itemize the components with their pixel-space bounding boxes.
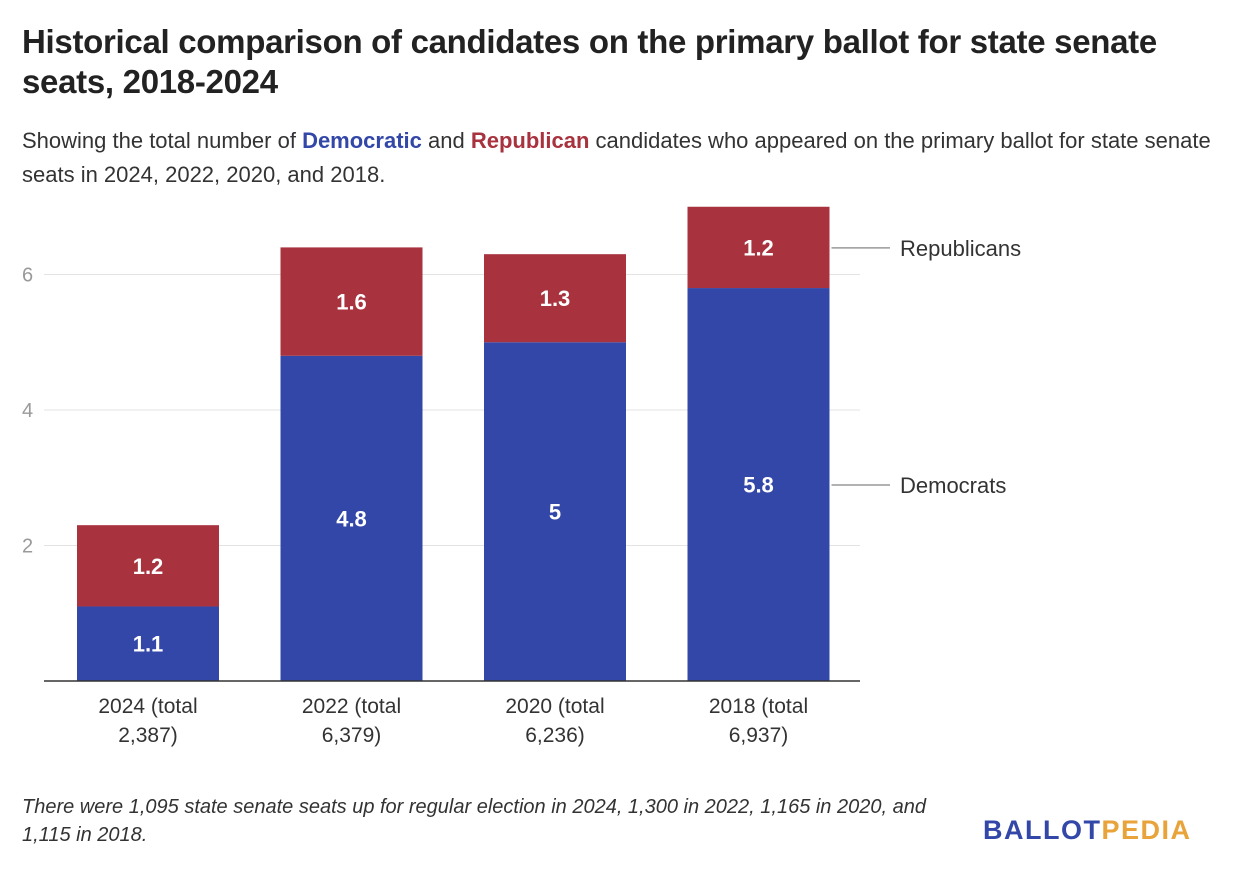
logo-part-pedia: PEDIA [1101,815,1192,845]
bar-democrats-2 [484,342,626,681]
legend-label-democrats: Democrats [900,473,1006,498]
bar-republicans-2 [484,254,626,343]
x-tick-label-line: 2,387) [118,724,178,747]
value-label-republicans-0: 1.2 [133,554,164,579]
bars [77,206,830,681]
bar-democrats-0 [77,606,219,681]
legend-label-republicans: Republicans [900,236,1021,261]
x-tick-label-line: 2024 (total [98,695,197,718]
bar-democrats-3 [687,288,830,681]
y-tick-label-4: 4 [22,400,33,422]
x-tick-label-0: 2024 (total 2,387) [98,695,197,747]
value-labels: 1.1 1.2 4.8 1.6 5 1.3 5.8 1.2 [133,235,774,656]
x-tick-label-line: 6,236) [525,724,585,747]
y-tick-label-2: 2 [22,536,33,558]
x-tick-label-3: 2018 (total 6,937) [709,695,808,747]
value-label-republicans-3: 1.2 [743,235,774,260]
x-tick-label-line: 2020 (total [505,695,604,718]
bar-democrats-1 [280,355,423,681]
value-label-democrats-1: 4.8 [336,506,367,531]
bar-republicans-0 [77,525,219,607]
x-tick-label-line: 6,937) [729,724,789,747]
x-axis: 2024 (total 2,387) 2022 (total 6,379) 2020 (… [44,680,860,747]
x-tick-label-line: 2018 (total [709,695,808,718]
y-tick-label-6: 6 [22,265,33,287]
x-tick-label-line: 6,379) [322,724,382,747]
legend: Republicans Democrats [831,236,1021,498]
chart-subtitle: Showing the total number of Democratic a… [22,124,1212,192]
stacked-bar-chart: 2 4 6 1.1 1.2 4.8 1.6 5 1.3 5.8 1.2 2024 (total 2,… [22,206,1021,747]
x-tick-label-line: 2022 (total [302,695,401,718]
footnote: There were 1,095 state senate seats up f… [22,796,926,846]
subtitle-text-1: Showing the total number of [22,128,303,153]
x-tick-label-1: 2022 (total 6,379) [302,695,401,747]
bar-republicans-3 [687,206,830,289]
subtitle-democratic-word: Democratic [302,128,422,153]
value-label-democrats-2: 5 [549,500,561,525]
value-label-democrats-3: 5.8 [743,473,774,498]
subtitle-text-2: and [421,128,471,153]
value-label-republicans-1: 1.6 [336,290,367,315]
ballotpedia-logo: BALLOTPEDIA [983,814,1192,846]
subtitle-text-3: candidates who appeared on the primary b… [22,128,1211,187]
chart-title: Historical comparison of candidates on t… [22,23,1157,100]
logo-part-ballot: BALLOT [983,815,1102,845]
x-tick-label-2: 2020 (total 6,236) [505,695,604,747]
bar-republicans-1 [280,247,423,356]
value-label-republicans-2: 1.3 [540,286,571,311]
subtitle-republican-word: Republican [470,128,590,153]
value-label-democrats-0: 1.1 [133,632,164,657]
